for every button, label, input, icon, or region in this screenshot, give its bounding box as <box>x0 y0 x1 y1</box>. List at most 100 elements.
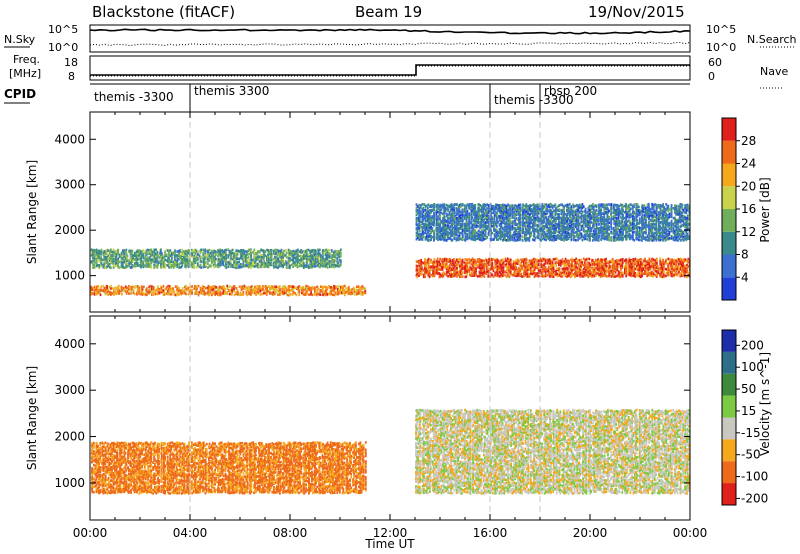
range-cell <box>145 260 148 263</box>
range-cell <box>219 291 222 294</box>
range-cell <box>593 268 596 272</box>
range-cell <box>90 251 93 254</box>
range-cell <box>418 221 421 224</box>
range-cell <box>250 249 253 253</box>
range-cell <box>555 257 557 261</box>
range-cell <box>168 266 170 269</box>
range-cell <box>121 255 124 258</box>
range-cell <box>637 263 640 266</box>
range-cell <box>571 257 573 261</box>
range-cell <box>640 271 642 274</box>
range-cell <box>459 237 462 241</box>
range-cell <box>112 259 115 263</box>
range-cell <box>324 262 327 265</box>
range-cell <box>93 263 96 267</box>
range-cell <box>480 206 483 210</box>
range-cell <box>181 248 184 252</box>
range-cell <box>483 275 486 278</box>
range-cell <box>235 257 238 260</box>
range-cell <box>442 259 445 262</box>
range-cell <box>285 256 288 259</box>
range-cell <box>611 258 614 261</box>
range-cell <box>207 266 209 269</box>
range-cell <box>424 262 426 266</box>
range-cell <box>602 264 605 267</box>
range-cell <box>593 271 595 274</box>
range-cell <box>229 292 231 296</box>
range-cell <box>616 274 619 278</box>
range-cell <box>110 248 112 252</box>
range-cell <box>270 258 273 262</box>
range-cell <box>676 260 679 264</box>
range-cell <box>162 289 165 292</box>
range-cell <box>627 266 630 269</box>
range-cell <box>290 288 293 292</box>
range-cell <box>236 289 239 292</box>
range-cell <box>310 250 312 254</box>
range-cell <box>267 260 270 264</box>
range-cell <box>187 292 190 296</box>
range-cell <box>496 230 498 233</box>
range-cell <box>506 273 509 276</box>
range-cell <box>687 265 690 268</box>
range-cell <box>504 210 506 214</box>
range-cell <box>298 285 301 288</box>
range-cell <box>235 291 238 294</box>
range-cell <box>572 273 575 276</box>
range-cell <box>534 264 537 268</box>
range-cell <box>437 206 439 209</box>
noise-tick-lo-right: 10^0 <box>706 41 736 54</box>
range-cell <box>170 291 173 294</box>
range-cell <box>453 258 455 261</box>
range-cell <box>482 211 485 215</box>
range-cell <box>314 249 316 252</box>
range-cell <box>416 272 419 276</box>
range-cell <box>609 260 612 264</box>
range-cell <box>505 262 508 266</box>
range-cell <box>451 226 454 229</box>
range-cell <box>435 271 438 274</box>
range-cell <box>419 220 422 224</box>
range-cell <box>625 270 628 274</box>
range-cell <box>461 234 464 237</box>
range-cell <box>478 273 481 276</box>
range-cell <box>543 267 546 270</box>
range-cell <box>292 253 294 257</box>
range-cell <box>142 260 145 263</box>
range-cell <box>430 234 432 238</box>
range-cell <box>118 289 121 292</box>
range-cell <box>471 225 474 229</box>
range-cell <box>460 267 462 271</box>
range-cell <box>154 292 157 296</box>
range-cell <box>91 286 94 290</box>
range-cell <box>541 266 544 269</box>
range-cell <box>427 266 430 269</box>
range-cell <box>440 211 443 215</box>
range-cell <box>334 285 337 288</box>
range-cell <box>525 270 528 274</box>
range-cell <box>141 254 144 257</box>
range-cell <box>95 264 98 268</box>
range-cell <box>496 233 498 236</box>
range-cell <box>287 258 290 261</box>
range-cell <box>281 256 283 259</box>
range-cell <box>418 215 421 219</box>
range-cell <box>281 285 284 289</box>
range-cell <box>312 257 314 261</box>
range-cell <box>447 237 449 241</box>
range-cell <box>555 273 557 276</box>
range-cell <box>255 264 258 268</box>
range-cell <box>231 289 233 292</box>
range-cell <box>228 250 231 253</box>
range-cell <box>315 261 317 264</box>
range-cell <box>428 224 431 228</box>
range-cell <box>574 259 576 262</box>
range-cell <box>172 266 175 269</box>
range-cell <box>546 261 549 264</box>
range-cell <box>416 232 419 235</box>
range-cell <box>112 248 115 252</box>
range-cell <box>428 209 431 212</box>
range-cell <box>416 260 419 264</box>
range-cell <box>191 252 194 255</box>
range-cell <box>599 260 602 263</box>
